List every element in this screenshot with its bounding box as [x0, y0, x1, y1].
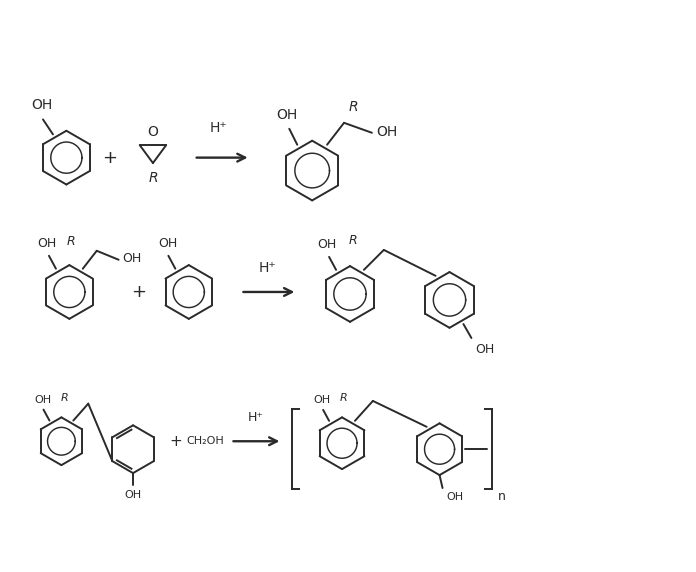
Text: H⁺: H⁺	[209, 121, 228, 135]
Text: H⁺: H⁺	[259, 261, 276, 275]
Text: OH: OH	[314, 395, 331, 405]
Text: OH: OH	[277, 108, 298, 122]
Text: R: R	[340, 393, 348, 403]
Text: R: R	[349, 234, 357, 247]
Text: OH: OH	[31, 98, 53, 113]
Text: R: R	[349, 100, 358, 114]
Text: OH: OH	[125, 490, 141, 500]
Text: R: R	[61, 392, 68, 403]
Text: OH: OH	[475, 343, 495, 356]
Text: OH: OH	[376, 125, 397, 139]
Text: OH: OH	[447, 492, 464, 502]
Text: OH: OH	[122, 252, 142, 265]
Text: H⁺: H⁺	[248, 411, 264, 424]
Text: n: n	[498, 490, 506, 503]
Text: OH: OH	[34, 395, 51, 404]
Text: OH: OH	[158, 237, 177, 250]
Text: +: +	[102, 149, 117, 166]
Text: CH₂OH: CH₂OH	[187, 436, 225, 446]
Text: R: R	[148, 171, 158, 185]
Text: R: R	[67, 235, 75, 248]
Text: O: O	[148, 125, 159, 139]
Text: +: +	[132, 283, 147, 301]
Text: +: +	[169, 434, 182, 449]
Text: OH: OH	[38, 237, 56, 250]
Text: OH: OH	[317, 238, 337, 251]
